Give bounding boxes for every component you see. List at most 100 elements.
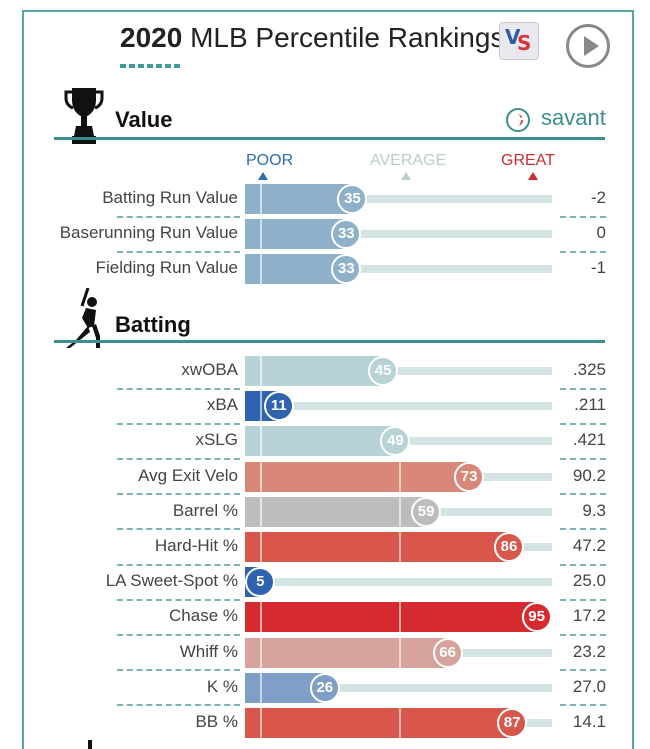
percentile-bar-xwoba[interactable] [245, 356, 384, 386]
percentile-bubble-avg-exit-velo[interactable]: 73 [454, 461, 485, 492]
section-title-value: Value [115, 107, 173, 132]
great-marker-icon [528, 172, 538, 180]
percentile-bubble-whiff[interactable]: 66 [432, 637, 463, 668]
gridline [260, 708, 263, 738]
percentile-bubble-la-sweet-spot[interactable]: 5 [245, 567, 276, 598]
gridline [260, 426, 263, 457]
percentile-bubble-barrel[interactable]: 59 [411, 496, 442, 527]
row-separator [117, 528, 240, 531]
card-border-top [22, 10, 634, 12]
gridline [398, 602, 401, 633]
row-separator [560, 634, 606, 636]
row-separator [560, 250, 606, 253]
percentile-track [245, 367, 552, 375]
gridline [398, 496, 401, 527]
percentile-track [245, 230, 552, 238]
gridline [398, 461, 401, 492]
row-separator [560, 669, 606, 672]
metric-value-hard-hit: 47.2 [572, 536, 606, 555]
percentile-bar-batting-run-value[interactable] [245, 184, 353, 214]
percentile-bubble-fielding-run-value[interactable]: 33 [331, 254, 362, 284]
metric-value-xwoba: .325 [572, 360, 606, 379]
gridline [398, 532, 401, 562]
title-year: 2020 [120, 22, 183, 53]
percentile-bubble-baserunning-run-value[interactable]: 33 [331, 219, 362, 249]
percentile-bar-bb[interactable] [245, 708, 513, 738]
metric-label-batting-run-value: Batting Run Value [102, 188, 238, 207]
gridline [260, 254, 263, 284]
gridline [260, 496, 263, 527]
gridline [260, 391, 263, 422]
fielder-icon [88, 740, 92, 749]
percentile-bar-whiff[interactable] [245, 637, 448, 668]
gridline [260, 356, 263, 386]
metric-label-chase: Chase % [169, 606, 238, 626]
metric-value-k: 27.0 [572, 676, 606, 696]
percentile-bubble-xba[interactable]: 11 [263, 391, 294, 422]
percentile-bubble-chase[interactable]: 95 [521, 602, 552, 633]
row-separator [117, 704, 240, 707]
percentile-track [245, 265, 552, 273]
row-separator [560, 493, 606, 496]
row-separator [117, 458, 240, 460]
row-separator [117, 250, 240, 253]
metric-label-whiff: Whiff % [179, 641, 238, 661]
row-separator [117, 669, 240, 672]
metric-label-la-sweet-spot: LA Sweet-Spot % [105, 571, 238, 591]
row-separator [560, 563, 606, 566]
metric-label-xwoba: xwOBA [181, 360, 238, 379]
card-border-right [632, 10, 634, 749]
baseball-icon [506, 108, 530, 132]
percentile-bubble-hard-hit[interactable]: 86 [494, 532, 525, 562]
percentile-bar-hard-hit[interactable] [245, 532, 510, 562]
metric-label-barrel: Barrel % [172, 500, 238, 520]
row-separator [560, 528, 606, 531]
page-title: 2020 MLB Percentile Rankings [120, 22, 504, 54]
row-separator [117, 598, 240, 601]
percentile-bubble-xwoba[interactable]: 45 [368, 356, 399, 386]
percentile-bar-barrel[interactable] [245, 496, 427, 527]
metric-value-chase: 17.2 [572, 606, 606, 626]
trophy-icon [64, 88, 104, 144]
metric-value-barrel: 9.3 [582, 500, 606, 520]
percentile-track [245, 195, 552, 203]
gridline [260, 184, 263, 214]
metric-value-whiff: 23.2 [572, 641, 606, 661]
row-separator [117, 422, 240, 425]
metric-value-xslg: .421 [572, 430, 606, 450]
percentile-bubble-xslg[interactable]: 49 [380, 426, 411, 457]
scale-label-great: GREAT [501, 152, 555, 169]
poor-marker-icon [258, 172, 268, 180]
percentile-bar-chase[interactable] [245, 602, 537, 633]
row-separator [560, 387, 606, 390]
metric-label-xba: xBA [206, 395, 238, 415]
row-separator [117, 634, 240, 636]
section-divider-batting [54, 340, 605, 343]
percentile-bubble-bb[interactable]: 87 [497, 708, 528, 738]
percentile-bubble-k[interactable]: 26 [309, 672, 340, 703]
percentile-track [245, 578, 552, 587]
metric-value-baserunning-run-value: 0 [596, 223, 606, 242]
scale-label-poor: POOR [246, 152, 294, 169]
metric-label-hard-hit: Hard-Hit % [154, 536, 238, 555]
percentile-bar-xslg[interactable] [245, 426, 396, 457]
row-separator [560, 704, 606, 707]
row-separator [117, 563, 240, 566]
metric-label-k: K % [206, 676, 238, 696]
gridline [260, 672, 263, 703]
average-marker-icon [401, 172, 411, 180]
percentile-bar-avg-exit-velo[interactable] [245, 461, 470, 492]
section-title-batting: Batting [115, 312, 191, 337]
row-separator [117, 215, 240, 218]
metric-label-baserunning-run-value: Baserunning Run Value [59, 223, 238, 242]
metric-value-la-sweet-spot: 25.0 [572, 571, 606, 591]
play-button[interactable] [566, 24, 610, 68]
metric-value-xba: .211 [574, 395, 606, 415]
gridline [260, 461, 263, 492]
percentile-bubble-batting-run-value[interactable]: 35 [337, 184, 368, 214]
row-separator [560, 598, 606, 601]
scale-label-average: AVERAGE [370, 152, 447, 169]
row-separator [560, 458, 606, 460]
row-separator [560, 422, 606, 425]
